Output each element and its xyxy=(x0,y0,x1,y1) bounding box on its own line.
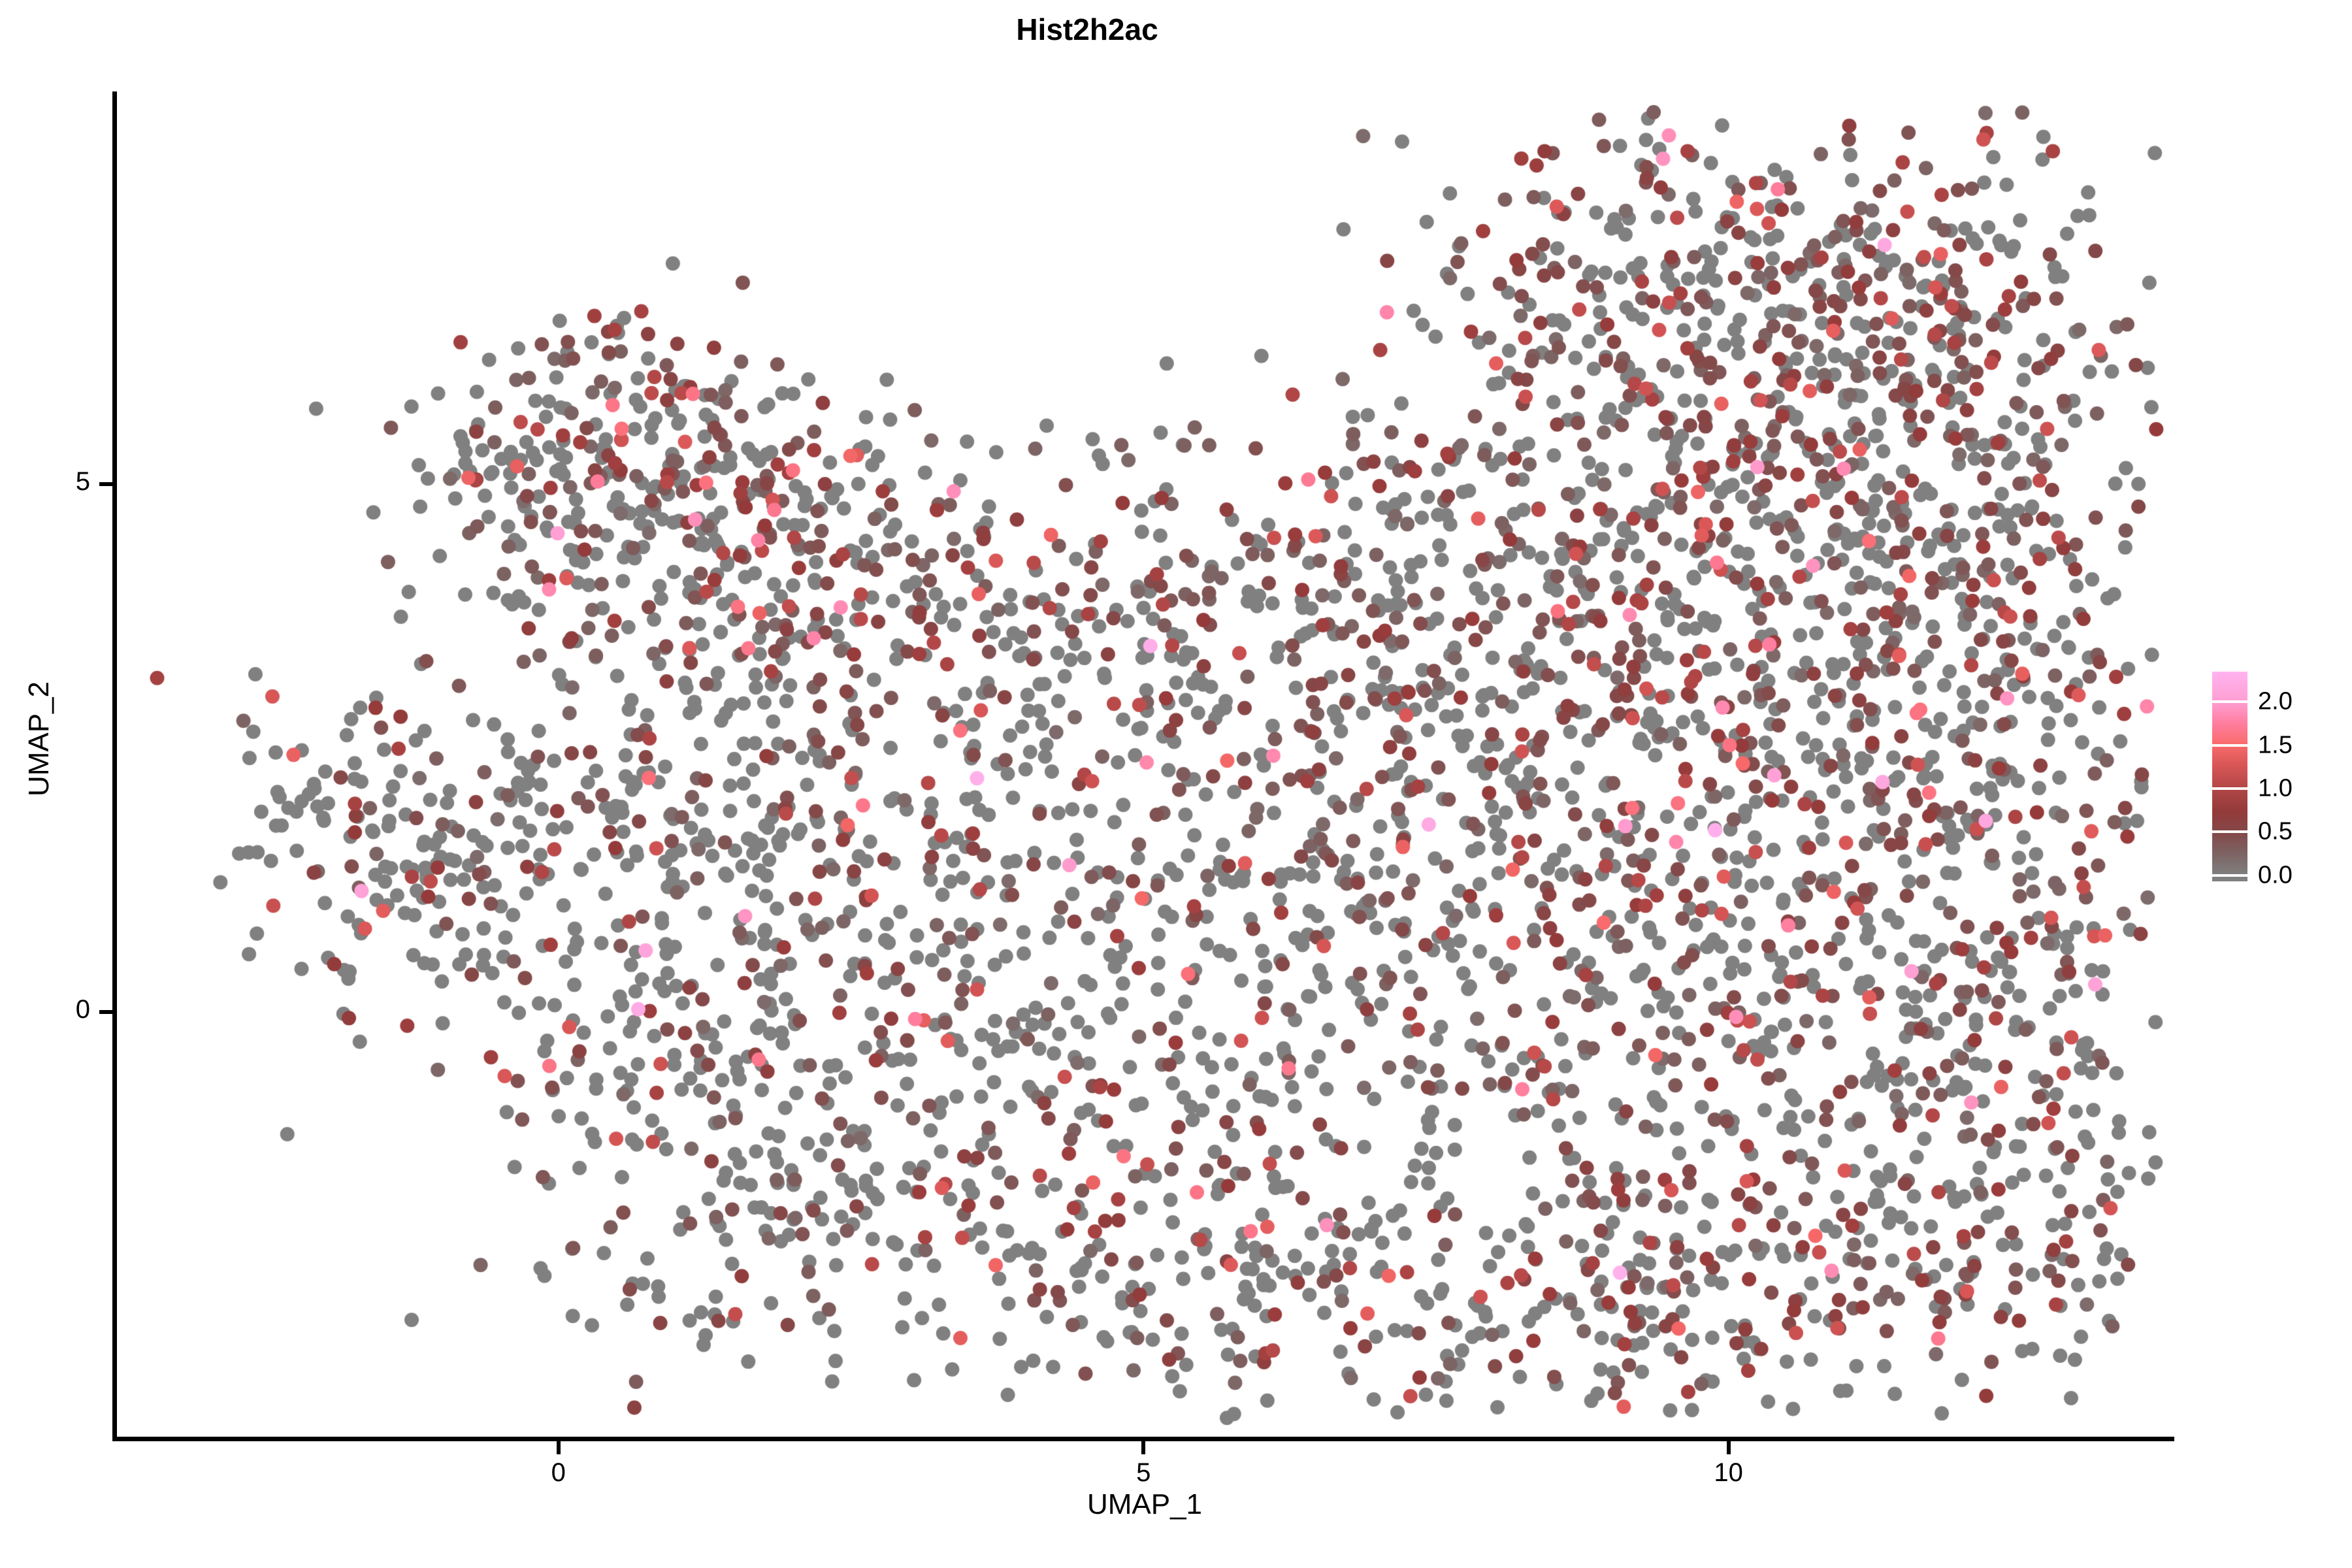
y-axis-title: UMAP_2 xyxy=(23,681,55,797)
legend-tick-mark xyxy=(2212,830,2247,834)
legend-tick-label: 1.0 xyxy=(2258,774,2293,802)
x-tick-mark xyxy=(556,1441,561,1454)
legend-tick-label: 0.5 xyxy=(2258,817,2293,845)
y-axis-line xyxy=(112,91,117,1441)
y-tick-label: 0 xyxy=(75,995,90,1024)
x-tick-mark xyxy=(1726,1441,1731,1454)
x-tick-label: 5 xyxy=(1136,1458,1151,1487)
legend-tick-label: 2.0 xyxy=(2258,687,2293,715)
page-title: Hist2h2ac xyxy=(1016,12,1158,46)
legend-tick-mark xyxy=(2212,700,2247,704)
y-tick-mark xyxy=(99,482,112,487)
y-tick-mark xyxy=(99,1010,112,1015)
legend-tick-label: 1.5 xyxy=(2258,731,2293,759)
legend-colorbar xyxy=(2212,672,2247,881)
legend-tick-mark xyxy=(2212,787,2247,791)
x-tick-mark xyxy=(1141,1441,1146,1454)
x-tick-label: 0 xyxy=(551,1458,566,1487)
x-tick-label: 10 xyxy=(1714,1458,1743,1487)
legend-tick-mark xyxy=(2212,743,2247,747)
legend-tick-label: 0.0 xyxy=(2258,861,2293,889)
x-axis-line xyxy=(112,1437,2174,1441)
x-axis-title: UMAP_1 xyxy=(1086,1488,1203,1520)
plot-panel xyxy=(115,91,2174,1439)
color-legend: 0.0 0.5 1.0 1.5 2.0 xyxy=(2212,672,2336,889)
y-tick-label: 5 xyxy=(75,467,90,497)
legend-tick-mark xyxy=(2212,874,2247,877)
scatter-plot-canvas xyxy=(115,91,2174,1439)
